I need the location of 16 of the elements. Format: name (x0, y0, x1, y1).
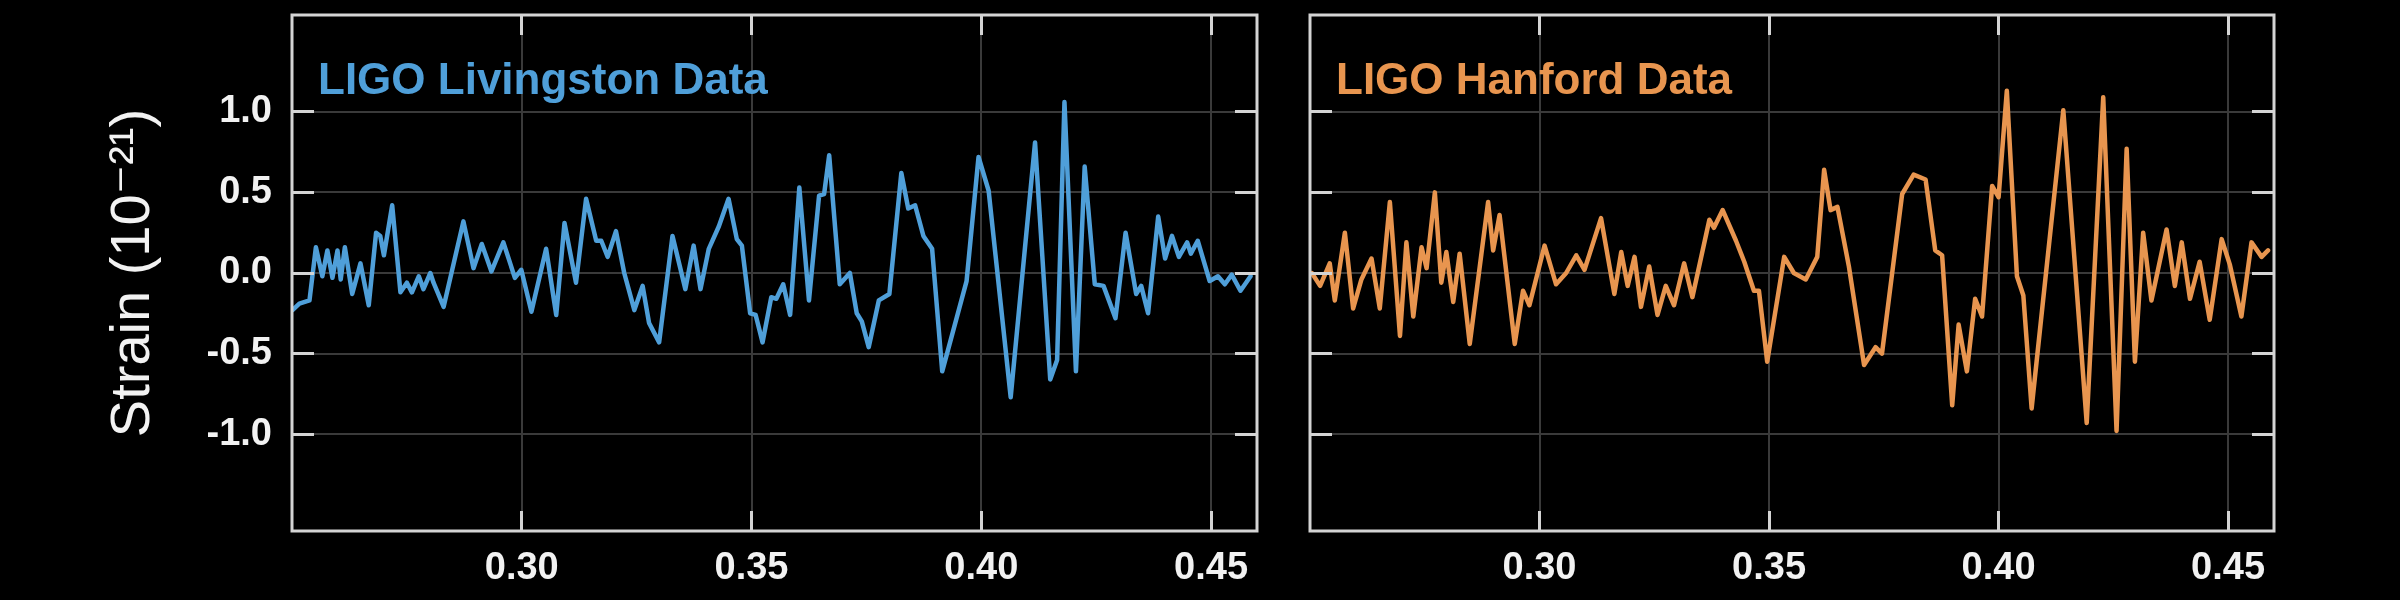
series-label: LIGO Livingston Data (318, 54, 769, 103)
x-tick-label: 0.30 (484, 545, 559, 588)
y-tick-label: 1.0 (219, 88, 272, 131)
x-tick-label: 0.45 (2191, 545, 2266, 588)
y-tick-label: 0.0 (219, 249, 272, 292)
x-tick-label: 0.30 (1502, 545, 1577, 588)
x-tick-label: 0.40 (944, 545, 1019, 588)
x-tick-label: 0.45 (1174, 545, 1249, 588)
x-tick-label: 0.35 (714, 545, 789, 588)
y-axis-title: Strain (10⁻²¹) (98, 108, 162, 438)
y-tick-label: -0.5 (206, 330, 272, 373)
y-tick-label: 0.5 (219, 168, 272, 211)
x-tick-label: 0.40 (1961, 545, 2036, 588)
x-tick-label: 0.35 (1732, 545, 1807, 588)
y-tick-label: -1.0 (206, 410, 272, 453)
text: LIGO Hanford Data (1336, 54, 1733, 103)
